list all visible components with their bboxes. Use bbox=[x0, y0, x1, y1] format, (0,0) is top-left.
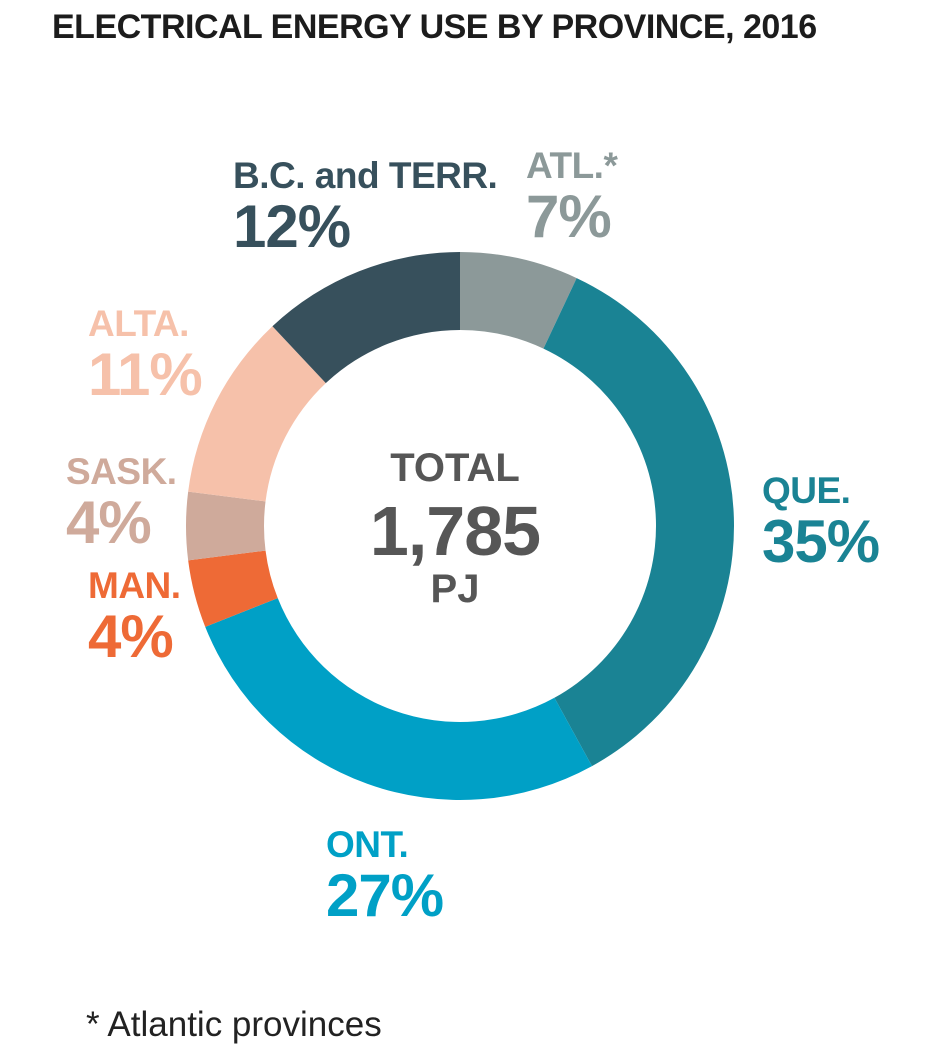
slice-value-sask: 4% bbox=[66, 489, 152, 556]
slice-value-bc: 12% bbox=[233, 193, 351, 260]
slice-name-sask: SASK. bbox=[66, 451, 177, 492]
slice-value-ont: 27% bbox=[326, 862, 444, 929]
footnote: * Atlantic provinces bbox=[86, 1005, 382, 1044]
slice-value-que: 35% bbox=[762, 508, 880, 575]
total-value: 1,785 bbox=[369, 492, 541, 570]
slice-value-atl: 7% bbox=[526, 183, 612, 250]
slice-value-man: 4% bbox=[88, 603, 174, 670]
slice-name-alta: ALTA. bbox=[88, 303, 189, 344]
total-label: TOTAL bbox=[390, 446, 520, 490]
slice-name-atl: ATL.* bbox=[526, 145, 618, 186]
donut-slice-bc bbox=[272, 252, 460, 384]
donut-slice-alta bbox=[188, 326, 326, 502]
chart-title: ELECTRICAL ENERGY USE BY PROVINCE, 2016 bbox=[52, 8, 817, 46]
donut-slice-que bbox=[543, 278, 734, 767]
donut-slice-atl bbox=[460, 252, 577, 349]
slice-name-que: QUE. bbox=[762, 470, 851, 511]
donut-slice-ont bbox=[205, 598, 593, 800]
total-unit: PJ bbox=[430, 567, 480, 611]
slice-label-sask: SASK. 4% bbox=[66, 452, 177, 554]
slice-label-man: MAN. 4% bbox=[88, 566, 181, 668]
slice-label-atl: ATL.* 7% bbox=[526, 145, 618, 250]
slice-label-bc: B.C. and TERR. 12% bbox=[233, 155, 498, 260]
donut-slice-man bbox=[188, 550, 278, 627]
slice-value-alta: 11% bbox=[88, 341, 203, 408]
slice-name-bc: B.C. and TERR. bbox=[233, 155, 498, 196]
donut-slice-sask bbox=[185, 491, 266, 561]
slice-label-que: QUE. 35% bbox=[762, 470, 880, 575]
donut-center-total: TOTAL 1,785 PJ bbox=[330, 440, 580, 612]
slice-name-ont: ONT. bbox=[326, 824, 409, 865]
slice-label-ont: ONT. 27% bbox=[326, 824, 444, 929]
slice-name-man: MAN. bbox=[88, 565, 181, 606]
slice-label-alta: ALTA. 11% bbox=[88, 303, 203, 408]
